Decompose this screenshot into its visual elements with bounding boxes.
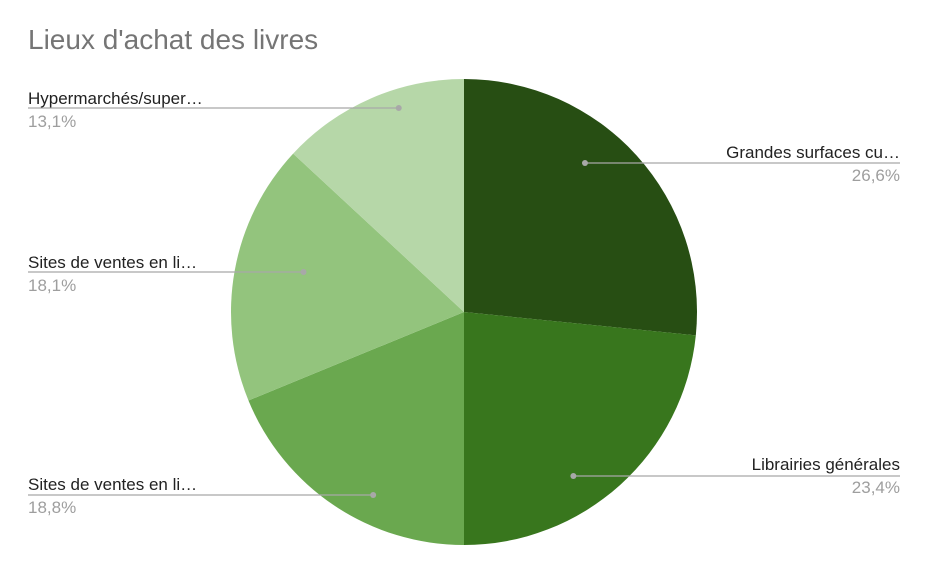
slice-value-label: 18,8% — [28, 498, 76, 517]
pie-slice[interactable] — [464, 79, 697, 336]
pie-slice[interactable] — [293, 79, 464, 312]
pie-slice[interactable] — [464, 312, 696, 545]
pie-labels: Grandes surfaces cu… 26,6% Librairies géné… — [28, 89, 900, 517]
label-anchor-dot — [370, 492, 377, 498]
slice-label: Hypermarchés/super… — [28, 89, 203, 108]
pie-slices — [231, 79, 697, 545]
slice-label: Librairies générales — [752, 455, 900, 474]
slice-value-label: 23,4% — [852, 478, 900, 497]
slice-label: Grandes surfaces cu… — [726, 143, 900, 162]
chart-title: Lieux d'achat des livres — [28, 24, 319, 55]
pie-slice[interactable] — [248, 312, 464, 545]
label-anchor-dot — [395, 105, 402, 111]
label-anchor-dot — [581, 160, 588, 166]
label-anchor-dot — [300, 269, 307, 275]
slice-value-label: 13,1% — [28, 112, 76, 131]
slice-value-label: 26,6% — [852, 166, 900, 185]
slice-label: Sites de ventes en li… — [28, 475, 197, 494]
label-anchor-dot — [570, 473, 577, 479]
slice-label: Sites de ventes en li… — [28, 253, 197, 272]
pie-slice[interactable] — [231, 153, 464, 401]
slice-value-label: 18,1% — [28, 276, 76, 295]
